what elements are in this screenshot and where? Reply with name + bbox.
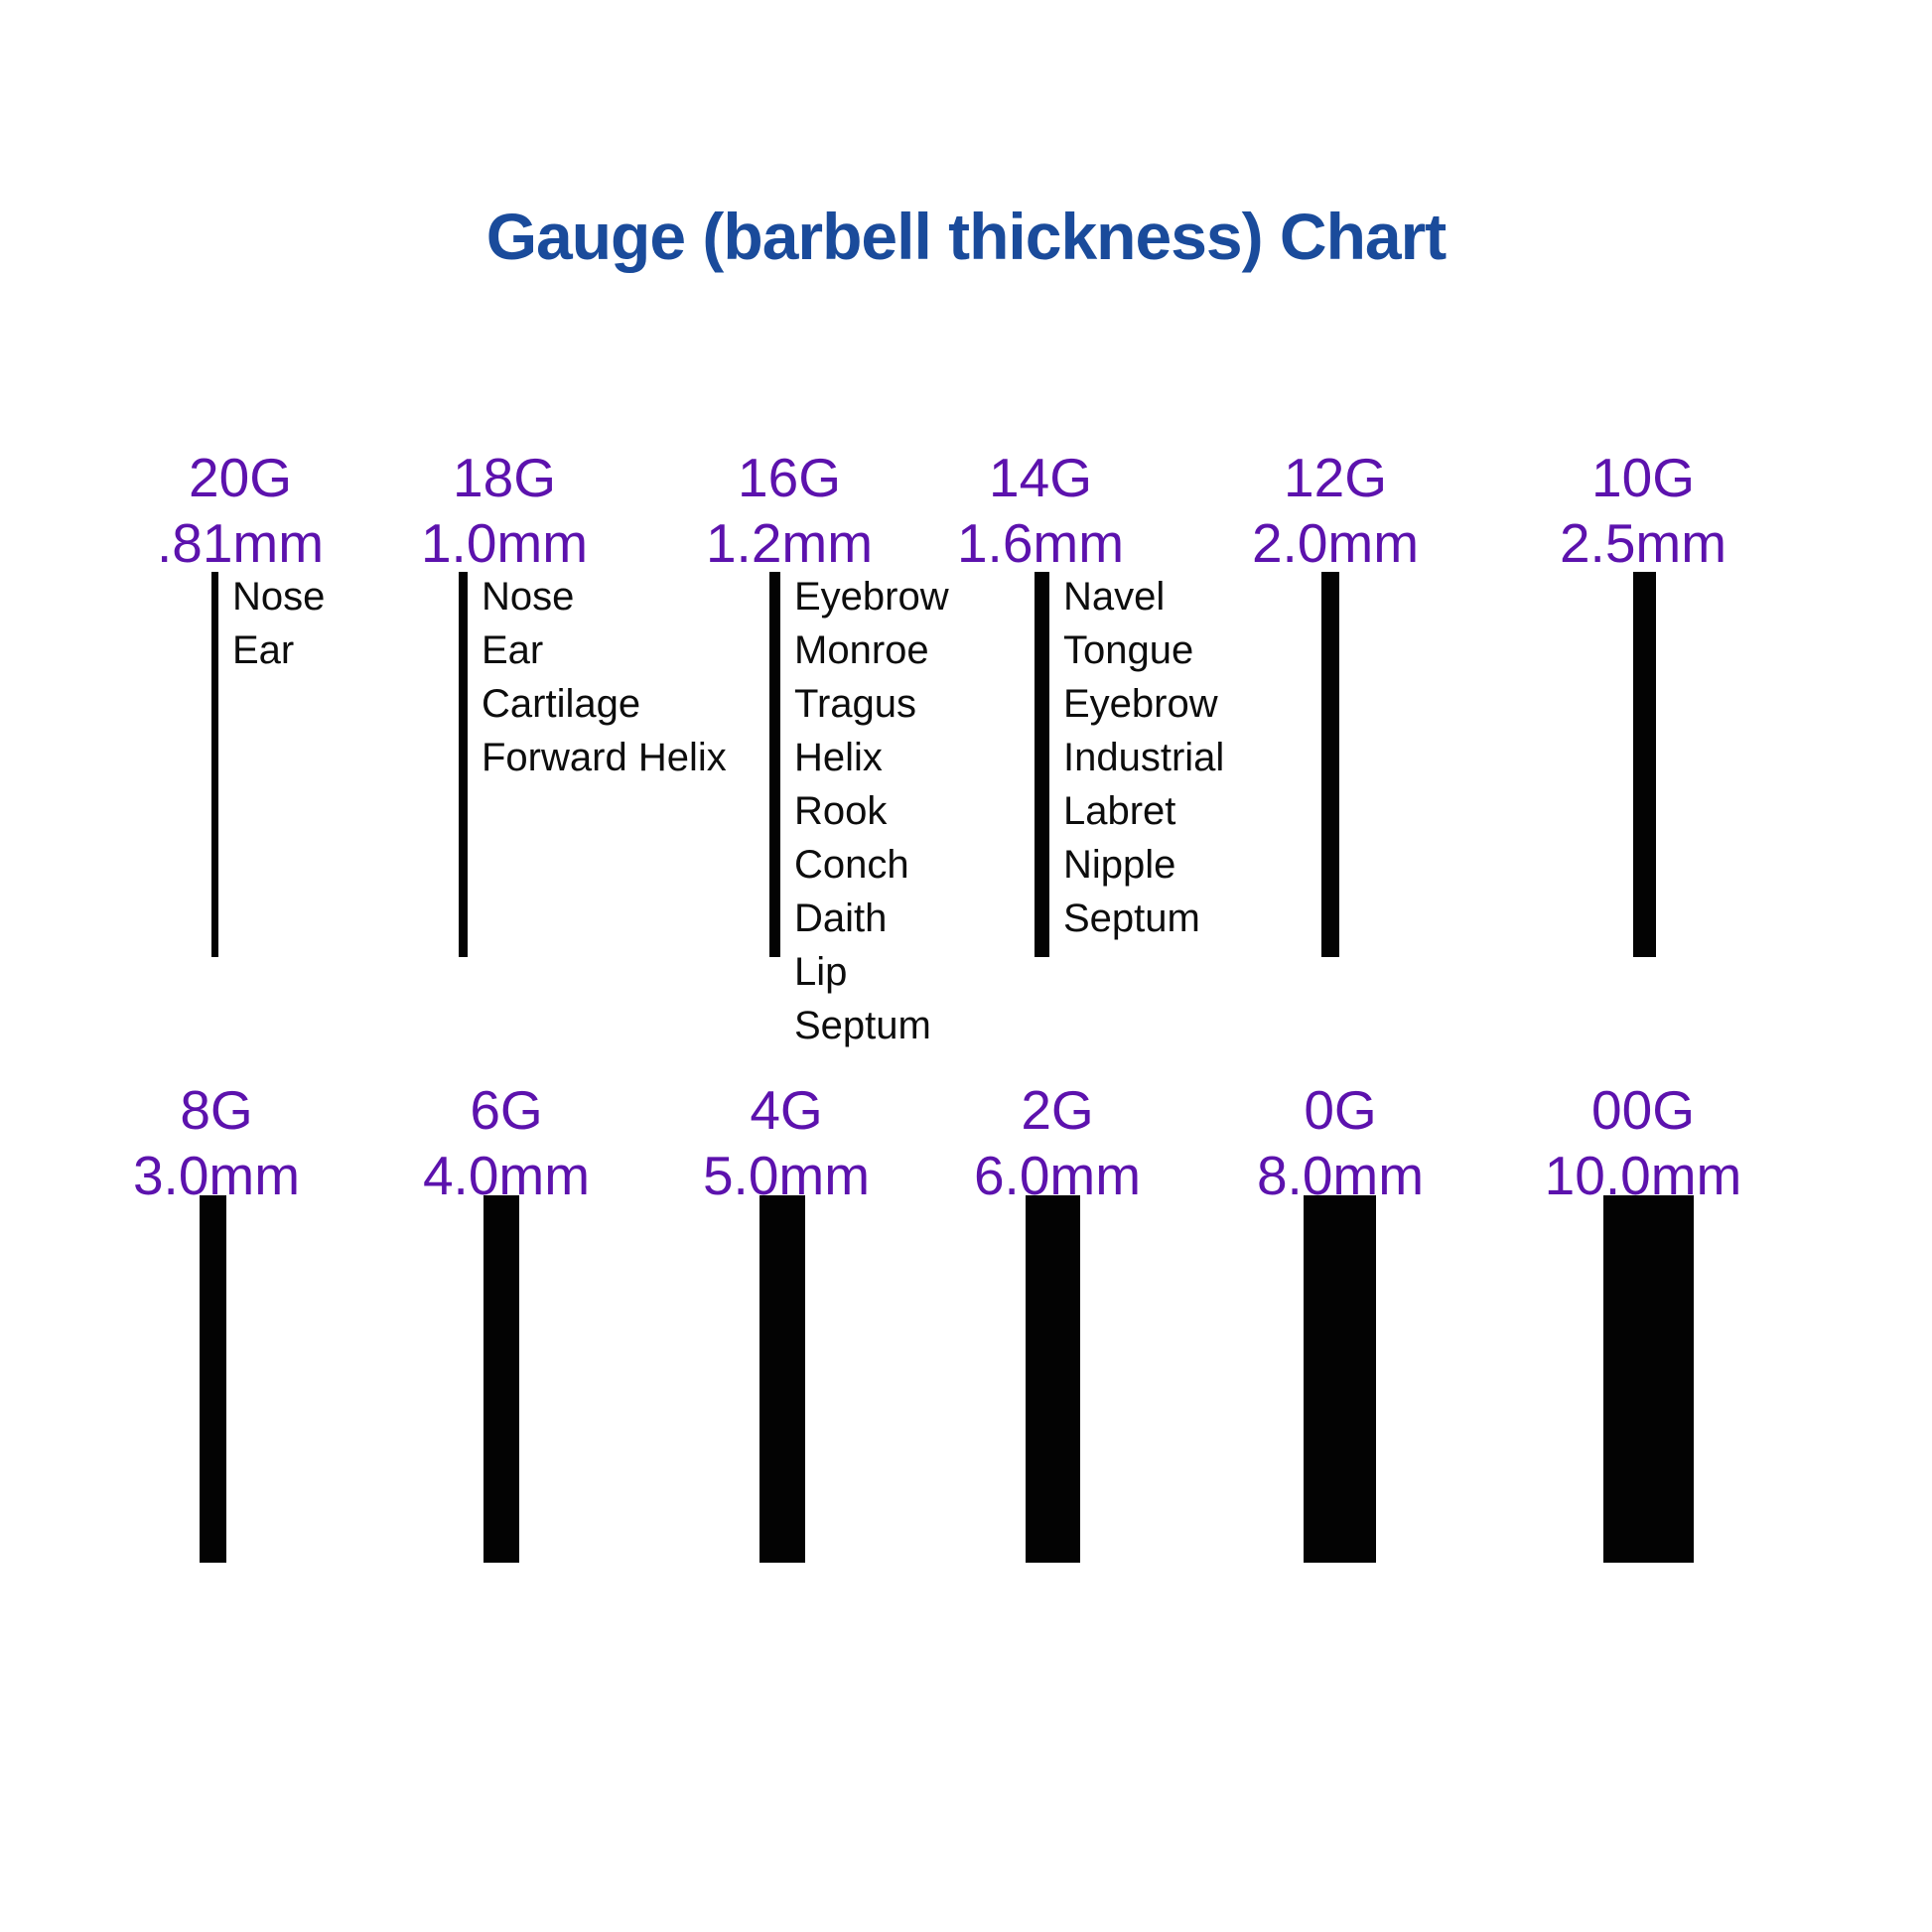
piercing-site-label: Nose: [482, 575, 575, 619]
piercing-site-label: Ear: [232, 628, 295, 672]
gauge-mm-label: .81mm: [156, 512, 325, 574]
gauge-header-4g: 4G 5.0mm: [703, 1077, 870, 1208]
gauge-header-12g: 12G 2.0mm: [1252, 445, 1419, 576]
gauge-size-label: 16G: [738, 447, 841, 508]
gauge-size-label: 2G: [1021, 1079, 1094, 1141]
gauge-bar-8g: [200, 1195, 226, 1563]
piercing-site-label: Conch: [794, 843, 909, 887]
piercing-site-label: Lip: [794, 950, 848, 994]
gauge-bar-16g: [769, 572, 780, 957]
gauge-bar-20g: [211, 572, 218, 957]
chart-title: Gauge (barbell thickness) Chart: [485, 200, 1448, 273]
gauge-header-20g: 20G .81mm: [157, 445, 324, 576]
gauge-bar-2g: [1026, 1195, 1080, 1563]
piercing-site-list: Eyebrow Monroe Tragus Helix Rook Conch Daith Li…: [794, 570, 949, 1052]
gauge-header-18g: 18G 1.0mm: [421, 445, 588, 576]
gauge-size-label: 14G: [989, 447, 1092, 508]
gauge-size-label: 18G: [453, 447, 556, 508]
piercing-site-label: Rook: [794, 789, 888, 833]
gauge-size-label: 20G: [189, 447, 292, 508]
piercing-site-label: Ear: [482, 628, 544, 672]
piercing-site-list: Nose Ear: [232, 570, 325, 677]
piercing-site-label: Labret: [1063, 789, 1176, 833]
piercing-site-label: Tongue: [1063, 628, 1194, 672]
gauge-size-label: 4G: [750, 1079, 823, 1141]
gauge-bar-10g: [1633, 572, 1656, 957]
gauge-header-00g: 00G 10.0mm: [1545, 1077, 1742, 1208]
piercing-site-label: Septum: [1063, 897, 1200, 940]
gauge-size-label: 00G: [1591, 1079, 1695, 1141]
gauge-mm-label: 1.2mm: [705, 512, 874, 574]
piercing-site-list: Nose Ear Cartilage Forward Helix: [482, 570, 727, 784]
piercing-site-label: Tragus: [794, 682, 917, 726]
piercing-site-label: Nipple: [1063, 843, 1176, 887]
piercing-site-label: Septum: [794, 1004, 931, 1047]
gauge-size-label: 0G: [1304, 1079, 1377, 1141]
gauge-bar-0g: [1304, 1195, 1376, 1563]
piercing-site-label: Monroe: [794, 628, 929, 672]
gauge-header-6g: 6G 4.0mm: [423, 1077, 590, 1208]
gauge-size-label: 12G: [1284, 447, 1387, 508]
gauge-header-16g: 16G 1.2mm: [706, 445, 873, 576]
gauge-header-10g: 10G 2.5mm: [1560, 445, 1726, 576]
gauge-mm-label: 1.6mm: [956, 512, 1125, 574]
gauge-size-label: 8G: [180, 1079, 253, 1141]
piercing-site-label: Navel: [1063, 575, 1166, 619]
gauge-bar-12g: [1321, 572, 1339, 957]
gauge-bar-6g: [483, 1195, 519, 1563]
gauge-header-0g: 0G 8.0mm: [1257, 1077, 1424, 1208]
gauge-mm-label: 2.0mm: [1251, 512, 1420, 574]
piercing-site-label: Industrial: [1063, 736, 1225, 779]
gauge-header-2g: 2G 6.0mm: [974, 1077, 1141, 1208]
gauge-bar-18g: [459, 572, 468, 957]
gauge-bar-00g: [1603, 1195, 1694, 1563]
gauge-bar-4g: [759, 1195, 805, 1563]
piercing-site-label: Eyebrow: [1063, 682, 1218, 726]
gauge-header-14g: 14G 1.6mm: [957, 445, 1124, 576]
gauge-size-label: 6G: [470, 1079, 543, 1141]
piercing-site-list: Navel Tongue Eyebrow Industrial Labret Nipple…: [1063, 570, 1224, 945]
gauge-mm-label: 2.5mm: [1559, 512, 1727, 574]
piercing-site-label: Daith: [794, 897, 888, 940]
gauge-bar-14g: [1035, 572, 1049, 957]
piercing-site-label: Nose: [232, 575, 326, 619]
piercing-site-label: Forward Helix: [482, 736, 727, 779]
gauge-size-label: 10G: [1591, 447, 1695, 508]
piercing-site-label: Eyebrow: [794, 575, 949, 619]
gauge-mm-label: 1.0mm: [420, 512, 589, 574]
piercing-site-label: Cartilage: [482, 682, 641, 726]
piercing-site-label: Helix: [794, 736, 883, 779]
gauge-header-8g: 8G 3.0mm: [133, 1077, 300, 1208]
